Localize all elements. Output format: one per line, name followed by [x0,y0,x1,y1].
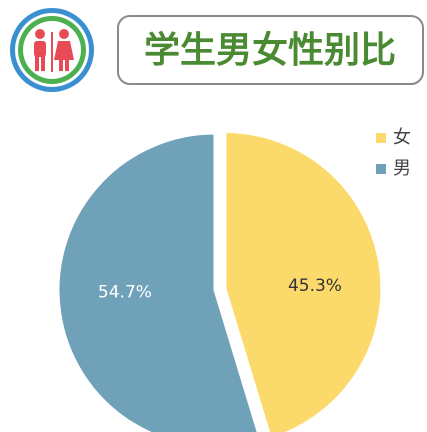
legend-label: 女 [393,127,411,148]
pie-slice [223,130,384,432]
icon [10,8,94,92]
legend-label: 男 [393,158,411,179]
legend-swatch [376,133,386,143]
pie-slice [56,131,260,432]
value-label: 45.3% [288,276,342,296]
chart-title: 学生男女性别比 [144,29,396,71]
title-box [117,15,424,85]
legend-swatch [376,164,386,174]
value-label: 54.7% [98,282,152,302]
